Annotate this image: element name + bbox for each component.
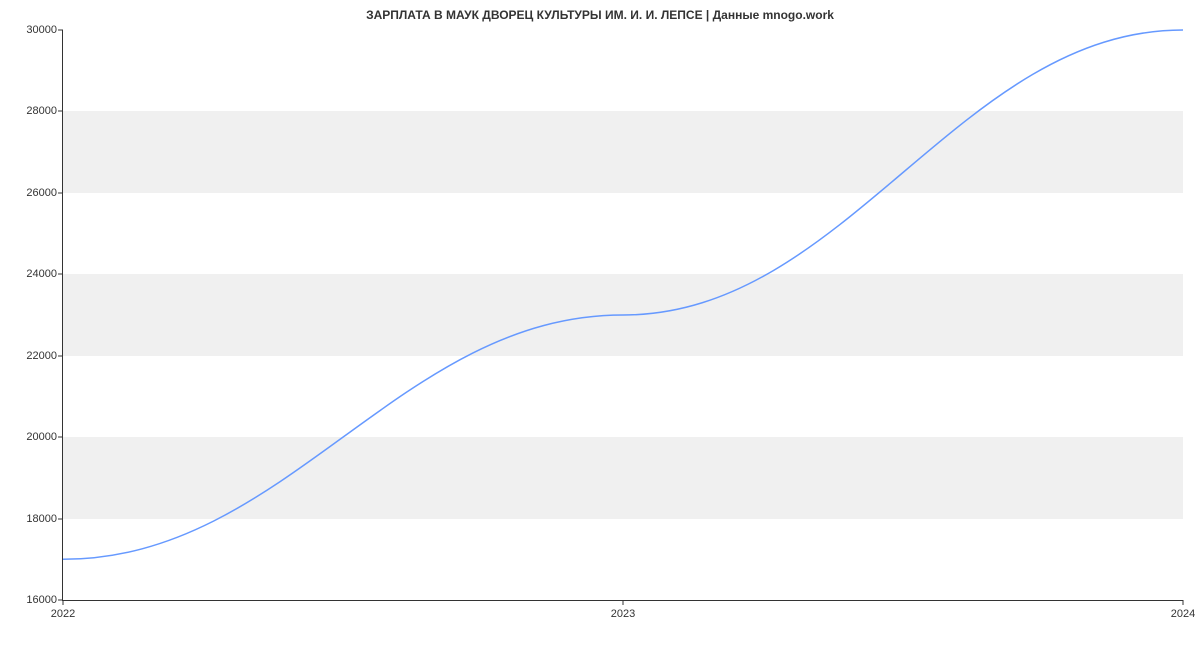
y-tick-label: 16000 [26,594,57,606]
x-tick-mark [1183,600,1184,605]
y-tick-label: 22000 [26,350,57,362]
x-tick-label: 2022 [51,608,75,620]
salary-chart: ЗАРПЛАТА В МАУК ДВОРЕЦ КУЛЬТУРЫ ИМ. И. И… [0,0,1200,650]
y-tick-label: 18000 [26,513,57,525]
chart-title: ЗАРПЛАТА В МАУК ДВОРЕЦ КУЛЬТУРЫ ИМ. И. И… [0,8,1200,22]
y-tick-label: 20000 [26,431,57,443]
x-tick-label: 2024 [1171,608,1195,620]
x-tick-mark [623,600,624,605]
series-salary [63,30,1183,559]
chart-line-layer [63,30,1183,600]
y-tick-label: 30000 [26,24,57,36]
y-tick-label: 28000 [26,105,57,117]
y-tick-label: 24000 [26,268,57,280]
x-tick-label: 2023 [611,608,635,620]
plot-area: 1600018000200002200024000260002800030000… [62,30,1183,601]
x-tick-mark [63,600,64,605]
y-tick-label: 26000 [26,187,57,199]
